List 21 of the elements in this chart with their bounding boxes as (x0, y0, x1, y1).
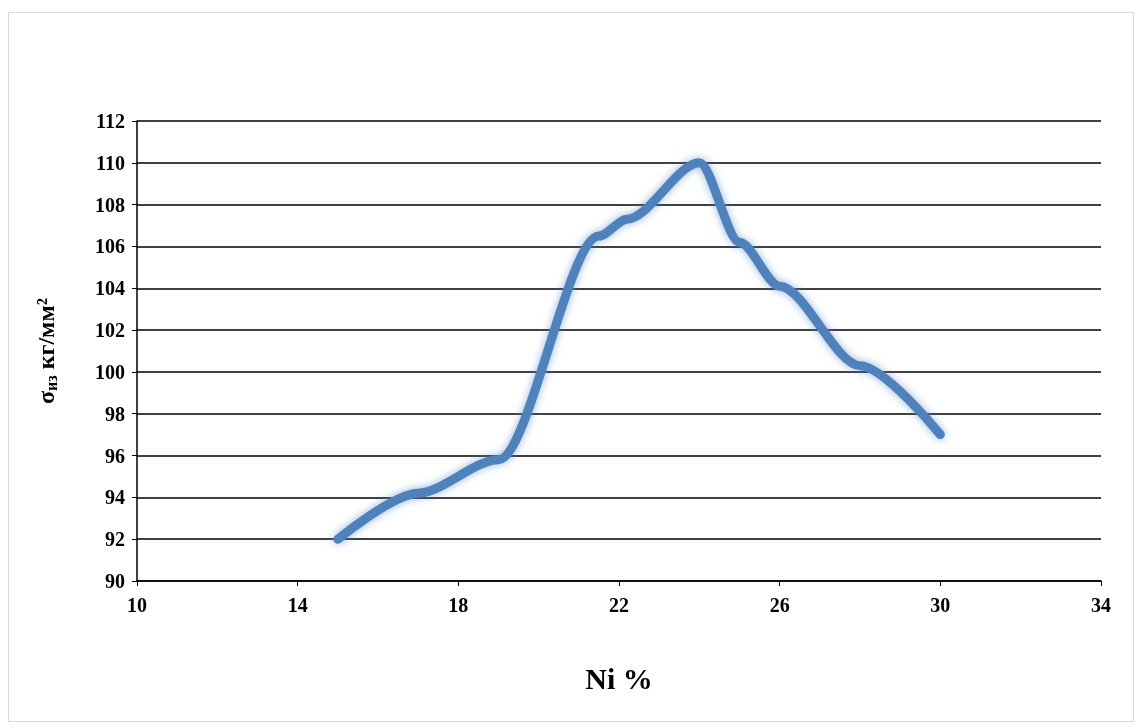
y-tick-label: 110 (96, 151, 125, 174)
y-tick-label: 96 (105, 444, 125, 467)
y-tick-label: 106 (95, 235, 125, 258)
x-tick-label: 14 (287, 594, 308, 616)
y-tick-label: 100 (95, 360, 125, 383)
y-tick-label: 94 (105, 486, 125, 509)
y-tick-label: 102 (95, 319, 125, 342)
x-tick-label: 18 (448, 594, 469, 616)
x-tick-label: 30 (930, 594, 951, 616)
x-tick-label: 26 (769, 594, 790, 616)
y-tick-label: 112 (96, 110, 125, 132)
y-axis-title: σиз кг/мм² (33, 298, 60, 404)
x-tick-label: 10 (127, 594, 147, 616)
y-tick-label: 92 (105, 528, 125, 551)
x-axis-title: Ni % (585, 661, 653, 695)
x-tick-label: 34 (1091, 594, 1111, 616)
x-tick-label: 22 (609, 594, 629, 616)
y-tick-label: 90 (105, 570, 125, 592)
y-tick-label: 104 (95, 277, 125, 300)
y-tick-label: 108 (95, 193, 125, 216)
y-tick-label: 98 (105, 402, 125, 425)
